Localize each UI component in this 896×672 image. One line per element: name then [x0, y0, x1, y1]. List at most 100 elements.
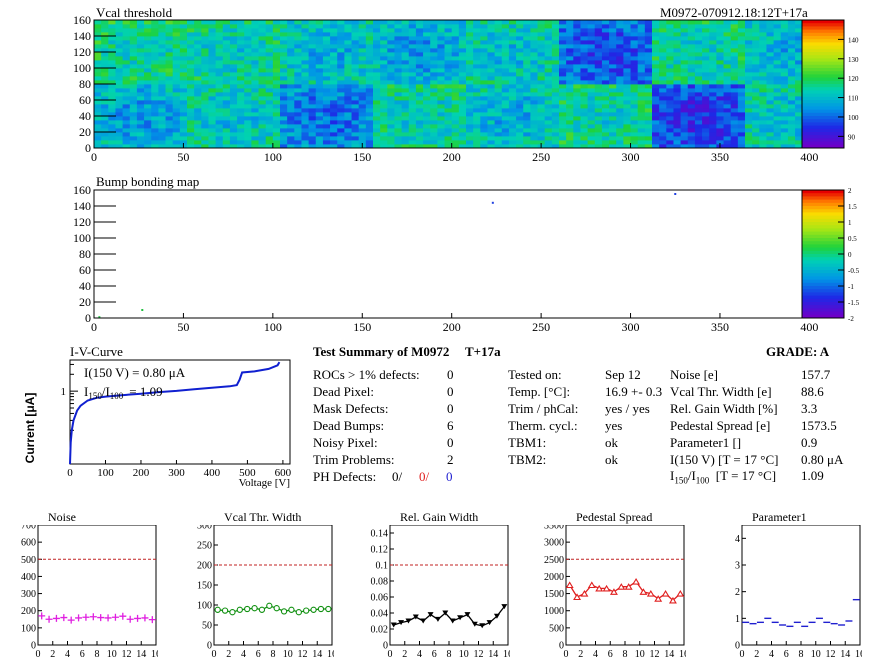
vcal-cell [136, 68, 145, 73]
vcal-cell [251, 48, 259, 53]
vcal-cell [752, 20, 760, 25]
vcal-cell [280, 32, 288, 37]
vcal-cell [101, 60, 109, 65]
vcal-cell [766, 88, 775, 93]
vcal-cell [687, 68, 696, 73]
vcal-cell [108, 68, 116, 73]
vcal-cell [637, 140, 646, 145]
vcal-cell [759, 96, 767, 101]
vcal-cell [194, 20, 202, 25]
vcal-cell [237, 80, 245, 85]
vcal-cell [594, 56, 603, 61]
vcal-cell [215, 144, 224, 149]
vcal-xtick-label: 300 [622, 150, 640, 162]
vcal-cell [237, 68, 245, 73]
vcal-cell [723, 56, 732, 61]
vcal-cell [172, 144, 181, 149]
vcal-cell [752, 144, 760, 149]
vcal-cell [322, 116, 331, 121]
vcal-cell [222, 96, 231, 101]
vcal-cell [358, 48, 367, 53]
vcal-cell [716, 52, 724, 57]
vcal-cell [709, 72, 717, 77]
vcal-cell [551, 20, 560, 25]
vcal-cell [687, 20, 696, 25]
vcal-cell [745, 104, 753, 109]
vcal-cell [194, 60, 202, 65]
vcal-cell [623, 144, 631, 149]
bump-scale-label: -0.5 [848, 267, 860, 275]
vcal-cell [444, 104, 453, 109]
parameter1-frame [741, 525, 861, 646]
vcal-cell [637, 112, 646, 117]
vcal-cell [652, 144, 660, 149]
vcal-scale-band [802, 61, 844, 66]
vcal-cell [351, 68, 360, 73]
vcal-cell [687, 40, 696, 45]
vcal-cell [716, 84, 724, 89]
vcal-cell [301, 140, 310, 145]
vcal-cell [530, 96, 538, 101]
vcal-cell [187, 44, 195, 49]
vcal-cell [587, 104, 596, 109]
vcal-cell [423, 96, 431, 101]
vcal-cell [194, 120, 202, 125]
vcal-cell [566, 84, 574, 89]
vcal-cell [380, 128, 388, 133]
vcal-cell [637, 84, 646, 89]
vcal-cell [308, 68, 317, 73]
vcal-cell [730, 68, 739, 73]
vcal-cell [766, 76, 775, 81]
vcal-cell [587, 52, 596, 57]
vcal-cell [494, 32, 503, 37]
vcal-cell [380, 100, 388, 105]
vcal-cell [466, 136, 474, 141]
vcal-cell [194, 48, 202, 53]
vcal-cell [473, 104, 481, 109]
vcal-cell [194, 144, 202, 149]
vcal-cell [144, 72, 152, 77]
vcal-cell [494, 36, 503, 41]
vcal-cell [566, 96, 574, 101]
vcal-cell [716, 112, 724, 117]
vcal-cell [373, 108, 381, 113]
vcal-cell [709, 116, 717, 121]
bump-bonding-heatmap: 0 50 100 150 200 250 300 350 4000204060801001201… [73, 186, 860, 332]
vcal-cell [637, 104, 646, 109]
vcal-cell [566, 32, 574, 37]
vcal-scale-band [802, 87, 844, 91]
vcal-cell [158, 56, 166, 61]
vcal-cell [194, 76, 202, 81]
vcal-cell [294, 124, 302, 129]
defect-label: ROCs > 1% defects: [313, 367, 420, 382]
vcal-cell [694, 56, 703, 61]
vcal-cell [408, 24, 417, 29]
vcal-cell [759, 64, 767, 69]
vcal-cell [244, 128, 252, 133]
vcal-cell [616, 104, 624, 109]
vcal-scale-band [802, 80, 844, 85]
vcal-cell [723, 140, 732, 145]
vcal-cell [287, 124, 295, 129]
vcal-cell [480, 144, 488, 149]
vcal-cell [158, 80, 166, 85]
vcal-thr-width-point [317, 605, 325, 613]
vcal-cell [594, 88, 603, 93]
vcal-cell [315, 76, 324, 81]
vcal-cell [702, 44, 710, 49]
vcal-cell [365, 20, 374, 25]
vcal-cell [108, 136, 116, 141]
vcal-cell [108, 108, 116, 113]
vcal-cell [508, 44, 517, 49]
vcal-cell [351, 52, 360, 57]
vcal-cell [387, 104, 395, 109]
vcal-cell [165, 56, 174, 61]
vcal-cell [530, 48, 538, 53]
vcal-cell [401, 144, 410, 149]
vcal-cell [566, 144, 574, 149]
vcal-cell [229, 72, 238, 77]
vcal-thr-width-point [325, 605, 332, 613]
vcal-cell [101, 52, 109, 57]
vcal-scale-band [802, 100, 844, 104]
vcal-cell [322, 108, 331, 113]
